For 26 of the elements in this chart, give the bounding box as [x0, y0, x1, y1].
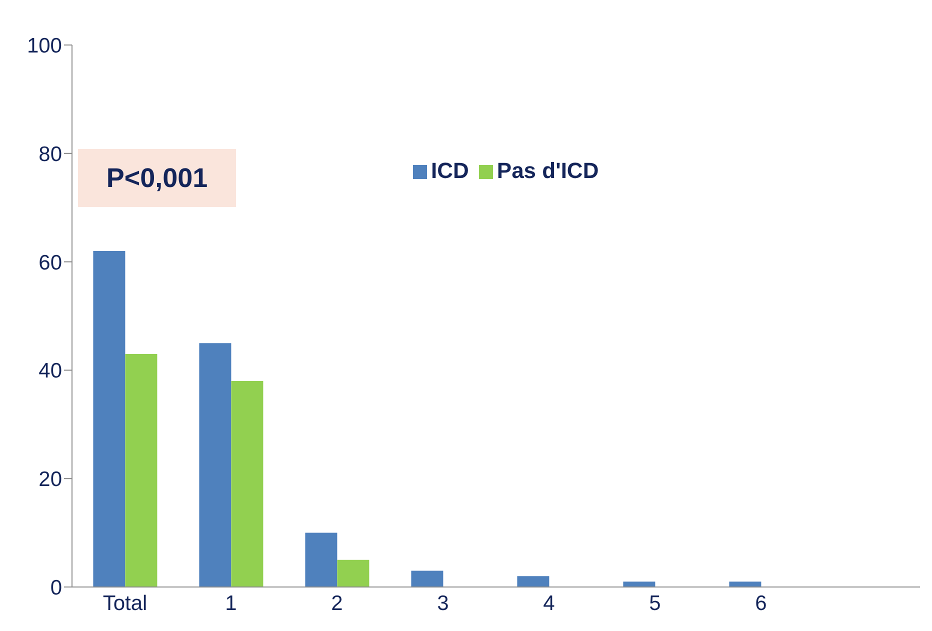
x-tick-label: 4: [543, 592, 556, 615]
x-tick-label: 6: [755, 592, 767, 615]
x-tick-label: 1: [225, 592, 237, 615]
bar: [93, 250, 126, 587]
annotation: P<0,001: [78, 149, 236, 207]
y-tick-label: 40: [38, 360, 62, 383]
x-tick-label: 3: [437, 592, 449, 615]
bar: [623, 582, 656, 587]
y-tick-label: 0: [50, 576, 62, 600]
bar: [411, 570, 444, 587]
y-tick-label: 100: [26, 34, 62, 58]
x-tick-label: 5: [649, 592, 661, 615]
bar: [305, 532, 338, 587]
legend-label: ICD: [431, 158, 469, 183]
legend-label: Pas d'ICD: [496, 158, 599, 183]
y-tick-label: 60: [38, 251, 62, 274]
bar: [231, 381, 264, 587]
bar: [517, 576, 550, 587]
x-tick-label: 2: [331, 592, 343, 615]
bar: [729, 582, 762, 587]
x-tick-label: Total: [102, 592, 148, 615]
bar: [199, 343, 232, 587]
y-tick-label: 20: [38, 468, 62, 492]
y-tick-label: 80: [38, 142, 62, 166]
bar: [337, 560, 370, 587]
bar: [125, 354, 158, 587]
